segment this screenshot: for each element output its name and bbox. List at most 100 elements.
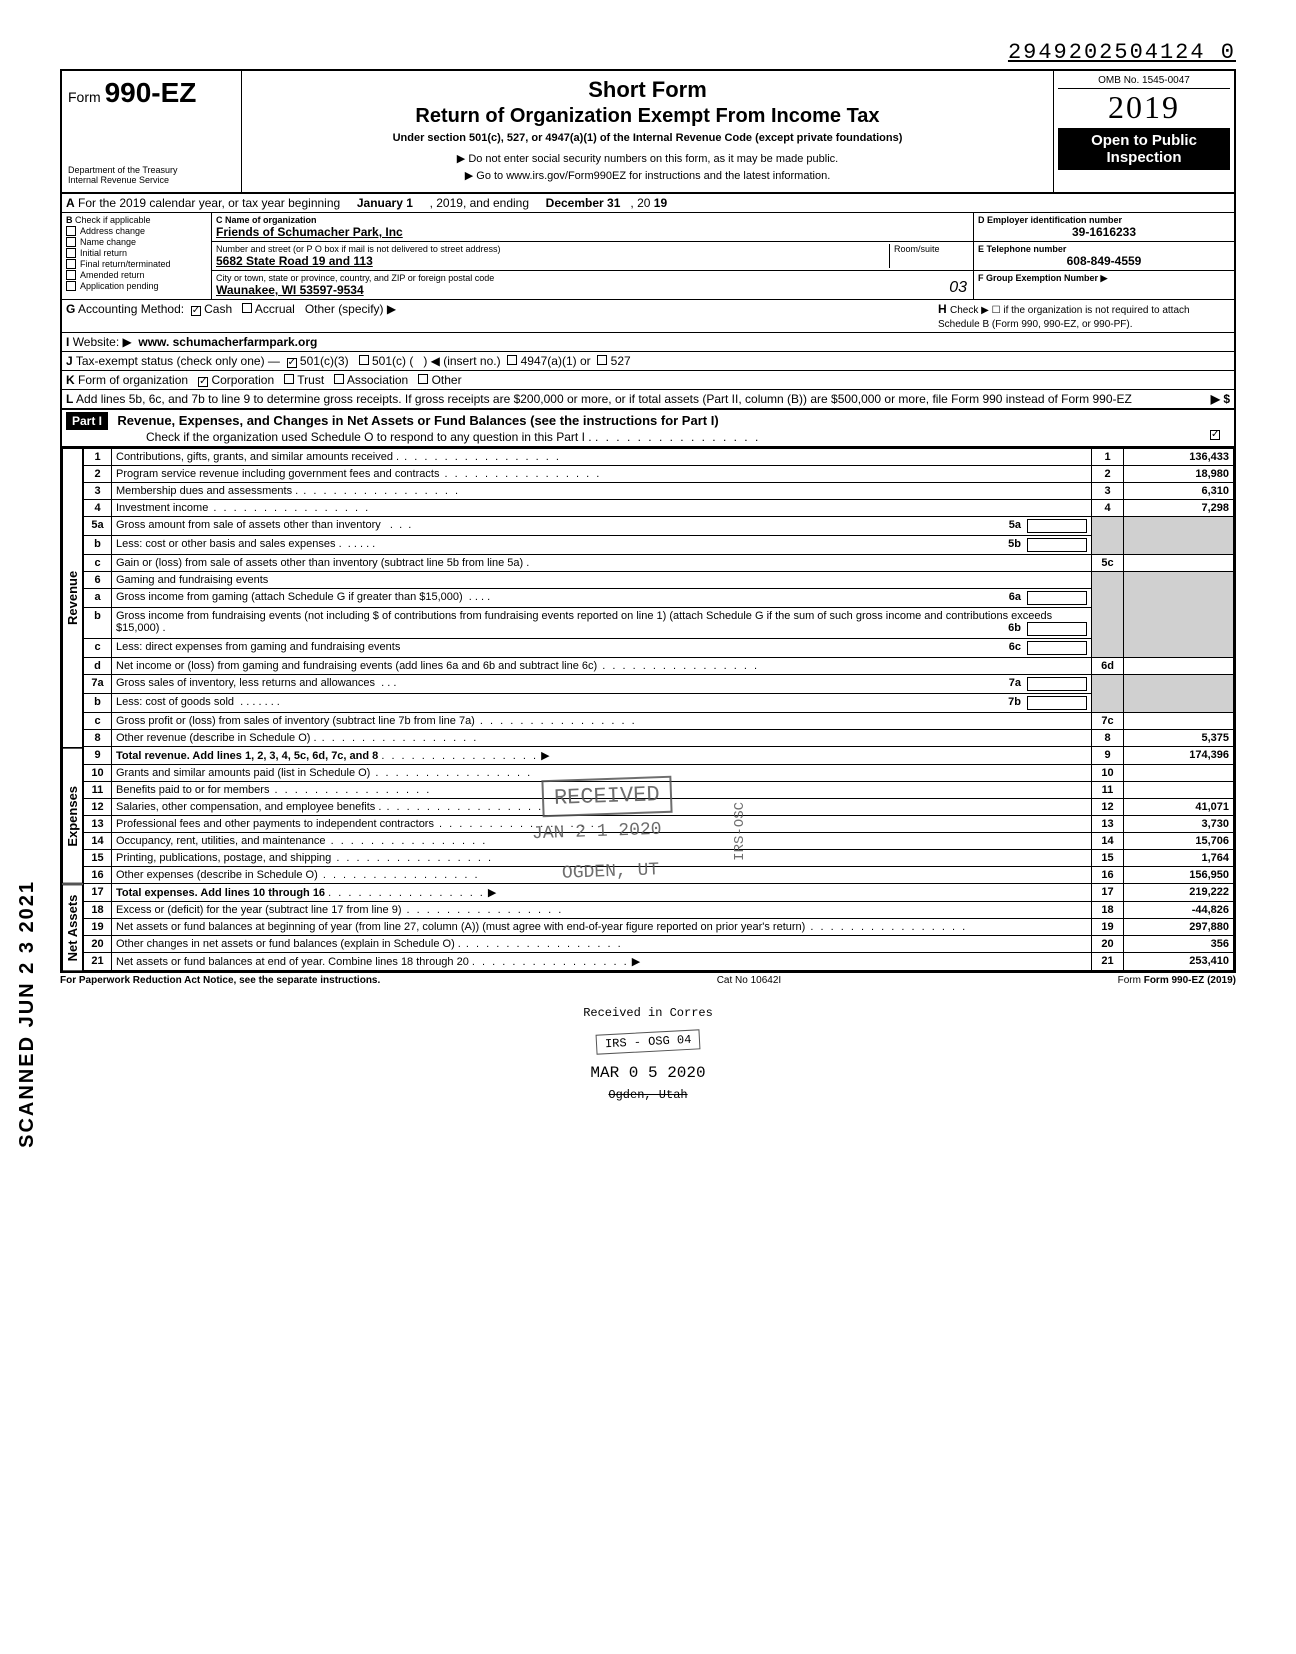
stamp-date1: JAN 2 1 2020 — [522, 815, 673, 848]
part1-header: Part I Revenue, Expenses, and Changes in… — [60, 410, 1236, 448]
phone: 608-849-4559 — [978, 254, 1230, 268]
line-9: 9Total revenue. Add lines 1, 2, 3, 4, 5c… — [84, 747, 1234, 765]
cb-501c3[interactable] — [287, 358, 297, 368]
j-insert: ) ◀ (insert no.) — [423, 354, 500, 368]
tax-year: 2019 — [1058, 89, 1230, 126]
line-5c: cGain or (loss) from sale of assets othe… — [84, 555, 1234, 572]
j-501c3: 501(c)(3) — [300, 354, 349, 368]
footer-mid: Cat No 10642I — [717, 975, 782, 986]
return-title: Return of Organization Exempt From Incom… — [252, 105, 1043, 128]
d-label: Employer identification number — [987, 215, 1122, 225]
line-3: 3Membership dues and assessments .36,310 — [84, 483, 1234, 500]
omb-number: OMB No. 1545-0047 — [1058, 75, 1230, 89]
cb-501c[interactable] — [359, 355, 369, 365]
k-trust: Trust — [297, 373, 324, 387]
section-bcdef: B Check if applicable Address change Nam… — [60, 213, 1236, 300]
cb-address[interactable]: Address change — [66, 226, 207, 236]
line-7a: 7aGross sales of inventory, less returns… — [84, 675, 1234, 694]
document-number: 2949202504124 0 — [60, 40, 1236, 65]
line-a-end: December 31 — [546, 196, 621, 210]
stamp-received: RECEIVED — [541, 776, 672, 818]
line-4: 4Investment income47,298 — [84, 500, 1234, 517]
cb-pending[interactable]: Application pending — [66, 281, 207, 291]
cb-address-label: Address change — [80, 226, 145, 236]
cb-other[interactable] — [418, 374, 428, 384]
cb-final-label: Final return/terminated — [80, 259, 171, 269]
line-20: 20Other changes in net assets or fund ba… — [84, 936, 1234, 953]
side-expenses: Expenses — [62, 748, 83, 884]
line-7c: cGross profit or (loss) from sales of in… — [84, 713, 1234, 730]
cb-name-label: Name change — [80, 237, 136, 247]
g-label: Accounting Method: — [78, 302, 184, 316]
footer: For Paperwork Reduction Act Notice, see … — [60, 975, 1236, 986]
cb-assoc[interactable] — [334, 374, 344, 384]
cb-name[interactable]: Name change — [66, 237, 207, 247]
cb-initial-label: Initial return — [80, 248, 127, 258]
city: Waunakee, WI 53597-9534 — [216, 283, 969, 297]
j-4947: 4947(a)(1) or — [521, 354, 591, 368]
cb-527[interactable] — [597, 355, 607, 365]
city-label: City or town, state or province, country… — [216, 273, 969, 283]
j-501c: 501(c) ( — [372, 354, 413, 368]
line-21: 21Net assets or fund balances at end of … — [84, 953, 1234, 971]
stamp-ogden2: Ogden, Utah — [60, 1088, 1236, 1102]
room-03: 03 — [949, 279, 967, 297]
instr-ssn: Do not enter social security numbers on … — [252, 152, 1043, 165]
cb-amended[interactable]: Amended return — [66, 270, 207, 280]
k-corp: Corporation — [211, 373, 274, 387]
k-label: Form of organization — [78, 373, 188, 387]
line-a-begin: January 1 — [357, 196, 413, 210]
k-other: Other — [432, 373, 462, 387]
line-k: K Form of organization Corporation Trust… — [60, 371, 1236, 390]
g-other: Other (specify) ▶ — [305, 302, 396, 316]
stamp-area-bottom: Received in Corres IRS - OSG 04 MAR 0 5 … — [60, 1006, 1236, 1102]
line-l: L Add lines 5b, 6c, and 7b to line 9 to … — [60, 390, 1236, 410]
line-6: 6Gaming and fundraising events — [84, 572, 1234, 589]
l-text: Add lines 5b, 6c, and 7b to line 9 to de… — [76, 392, 1132, 406]
g-cash: Cash — [204, 302, 232, 316]
line-a-suffix: , 20 — [630, 196, 650, 210]
line-6b: bGross income from fundraising events (n… — [84, 608, 1234, 639]
j-label: Tax-exempt status (check only one) — — [76, 354, 280, 368]
instr-web: Go to www.irs.gov/Form990EZ for instruct… — [252, 169, 1043, 182]
cb-cash[interactable] — [191, 306, 201, 316]
stamp-irs-osg: IRS - OSG 04 — [595, 1029, 700, 1054]
f-label: Group Exemption Number ▶ — [986, 273, 1107, 283]
g-accrual: Accrual — [255, 302, 295, 316]
cb-accrual[interactable] — [242, 303, 252, 313]
stamp-mar: MAR 0 5 2020 — [60, 1064, 1236, 1082]
line-a: A For the 2019 calendar year, or tax yea… — [60, 194, 1236, 213]
form-label: Form 990-EZ — [68, 77, 235, 109]
cb-part1-schedo[interactable] — [1210, 430, 1220, 440]
footer-left: For Paperwork Reduction Act Notice, see … — [60, 975, 380, 986]
line-1: 1Contributions, gifts, grants, and simil… — [84, 449, 1234, 466]
part1-table: Revenue Expenses Net Assets 1Contributio… — [60, 448, 1236, 973]
part1-label: Part I — [66, 412, 108, 430]
form-header: Form 990-EZ Department of the Treasury I… — [60, 69, 1236, 194]
org-name: Friends of Schumacher Park, Inc — [216, 225, 969, 239]
line-6a: aGross income from gaming (attach Schedu… — [84, 589, 1234, 608]
ein: 39-1616233 — [978, 225, 1230, 239]
website: www. schumacherfarmpark.org — [138, 335, 317, 349]
h-label: Check ▶ ☐ if the organization is not req… — [938, 305, 1190, 330]
line-a-mid: , 2019, and ending — [430, 196, 529, 210]
stamp-irs-osc: IRS-OSC — [722, 798, 758, 865]
short-form-title: Short Form — [252, 77, 1043, 103]
stamp-received2: Received in Corres — [60, 1006, 1236, 1020]
cb-final[interactable]: Final return/terminated — [66, 259, 207, 269]
side-netassets: Net Assets — [62, 884, 83, 971]
line-2: 2Program service revenue including gover… — [84, 466, 1234, 483]
line-8: 8Other revenue (describe in Schedule O) … — [84, 730, 1234, 747]
form-prefix: Form — [68, 89, 101, 105]
subtitle: Under section 501(c), 527, or 4947(a)(1)… — [252, 132, 1043, 144]
cb-4947[interactable] — [507, 355, 517, 365]
street: 5682 State Road 19 and 113 — [216, 254, 889, 268]
cb-corp[interactable] — [198, 377, 208, 387]
k-assoc: Association — [347, 373, 408, 387]
line-5b: bLess: cost or other basis and sales exp… — [84, 536, 1234, 555]
open-public: Open to Public Inspection — [1058, 128, 1230, 170]
dept-label: Department of the Treasury Internal Reve… — [68, 166, 235, 186]
cb-initial[interactable]: Initial return — [66, 248, 207, 258]
l-arrow: ▶ $ — [1154, 390, 1234, 408]
cb-trust[interactable] — [284, 374, 294, 384]
